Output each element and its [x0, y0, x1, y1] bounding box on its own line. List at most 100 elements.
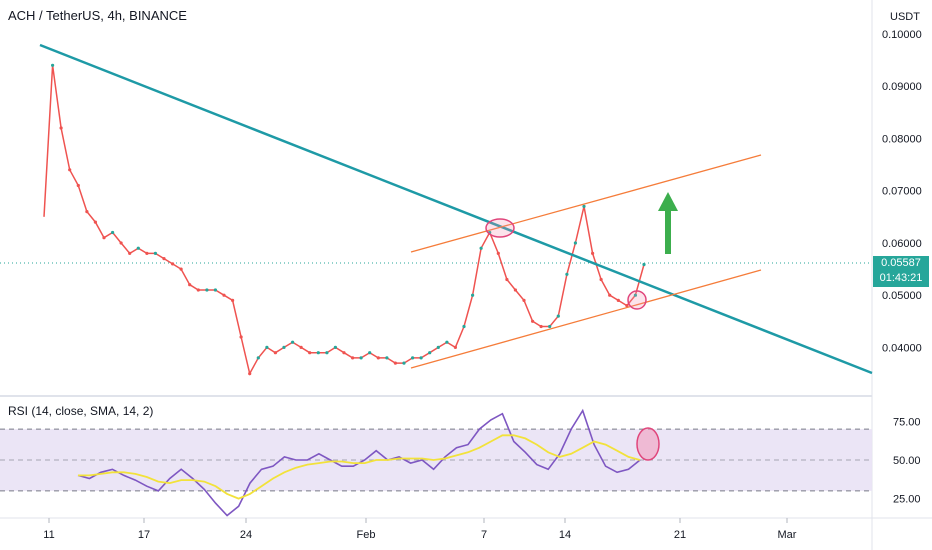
price-point — [565, 272, 569, 276]
price-point — [188, 283, 192, 287]
price-point — [496, 251, 500, 255]
price-point — [556, 314, 560, 318]
price-point — [265, 345, 269, 349]
price-point — [436, 345, 440, 349]
price-point — [119, 241, 123, 245]
price-point — [308, 351, 312, 355]
rsi-axis: 75.00 50.00 25.00 — [893, 416, 921, 505]
rsi-tick-label: 50.00 — [893, 455, 921, 467]
price-point — [282, 345, 286, 349]
price-point — [59, 126, 63, 130]
price-point — [153, 251, 157, 255]
price-point — [608, 293, 612, 297]
price-point — [291, 340, 295, 344]
price-point — [445, 340, 449, 344]
price-point — [402, 361, 406, 365]
price-point — [351, 356, 355, 360]
price-point — [136, 246, 140, 250]
price-point — [531, 319, 535, 323]
price-point — [359, 356, 363, 360]
rsi-tick-label: 75.00 — [893, 416, 921, 428]
channel-lower-line — [410, 269, 762, 369]
price-point — [179, 267, 183, 271]
time-tick-label: Feb — [357, 529, 376, 541]
price-point — [419, 356, 423, 360]
price-point — [162, 257, 166, 261]
price-point — [376, 356, 380, 360]
price-point — [171, 262, 175, 266]
price-point — [239, 335, 243, 339]
price-series — [43, 63, 646, 376]
price-point — [205, 288, 209, 292]
price-point — [505, 277, 509, 282]
price-point — [273, 351, 277, 355]
price-point — [385, 356, 389, 360]
price-point — [539, 324, 543, 329]
price-tick-label: 0.07000 — [882, 186, 922, 198]
price-point — [411, 356, 415, 360]
price-point — [471, 293, 475, 297]
price-tick-label: 0.08000 — [882, 133, 922, 145]
time-tick-label: 11 — [43, 529, 54, 541]
time-tick-label: Mar — [778, 529, 797, 541]
price-point — [479, 246, 483, 250]
current-price-value: 0.05587 — [881, 257, 921, 269]
chart-title: ACH / TetherUS, 4h, BINANCE — [8, 8, 187, 23]
price-tick-label: 0.05000 — [882, 290, 922, 302]
price-point — [256, 356, 260, 360]
price-point — [51, 63, 55, 67]
time-tick-label: 17 — [138, 529, 150, 541]
price-point — [513, 288, 518, 292]
marker-ellipse-rsi — [636, 427, 660, 461]
marker-ellipse-bottom — [627, 290, 647, 310]
price-point — [68, 168, 72, 172]
price-point — [591, 251, 595, 255]
current-price-tag: 0.05587 01:43:21 — [873, 256, 929, 287]
price-point — [128, 251, 132, 255]
price-point — [299, 345, 303, 349]
time-tick-label: 21 — [674, 529, 686, 541]
price-point — [102, 236, 106, 240]
price-point — [76, 183, 80, 188]
price-point — [368, 351, 372, 355]
price-point — [93, 220, 97, 224]
price-tick-label: 0.09000 — [882, 81, 922, 93]
bar-countdown: 01:43:21 — [879, 272, 923, 284]
price-point — [316, 351, 320, 355]
up-arrow-icon — [658, 192, 678, 254]
price-point — [325, 351, 329, 355]
price-point — [548, 324, 552, 329]
price-point — [522, 298, 526, 302]
price-point — [342, 351, 346, 355]
price-point — [453, 345, 457, 349]
price-point — [616, 298, 620, 302]
rsi-title: RSI (14, close, SMA, 14, 2) — [8, 404, 154, 418]
price-point — [333, 345, 337, 349]
time-axis: 11 17 24 Feb 7 14 21 Mar — [43, 518, 797, 541]
price-point — [642, 262, 646, 267]
price-point — [633, 293, 638, 297]
rsi-series — [77, 408, 641, 517]
marker-ellipse-top — [485, 218, 515, 238]
price-point — [573, 241, 578, 245]
currency-unit: USDT — [890, 11, 920, 23]
time-tick-label: 24 — [240, 529, 252, 541]
time-tick-label: 14 — [559, 529, 571, 541]
price-point — [393, 361, 397, 365]
price-point — [85, 210, 89, 214]
downtrend-line — [39, 43, 873, 375]
price-point — [428, 351, 432, 355]
channel-upper-line — [410, 154, 762, 253]
price-tick-label: 0.10000 — [882, 29, 922, 41]
price-point — [462, 324, 466, 329]
price-point — [625, 304, 629, 308]
price-point — [582, 204, 586, 208]
price-tick-label: 0.06000 — [882, 238, 922, 250]
time-tick-label: 7 — [481, 529, 487, 541]
rsi-tick-label: 25.00 — [893, 494, 921, 506]
price-axis: 0.10000 0.09000 0.08000 0.07000 0.06000 0.050… — [882, 29, 922, 354]
price-point — [196, 288, 200, 292]
price-point — [145, 251, 149, 255]
price-point — [222, 293, 226, 297]
